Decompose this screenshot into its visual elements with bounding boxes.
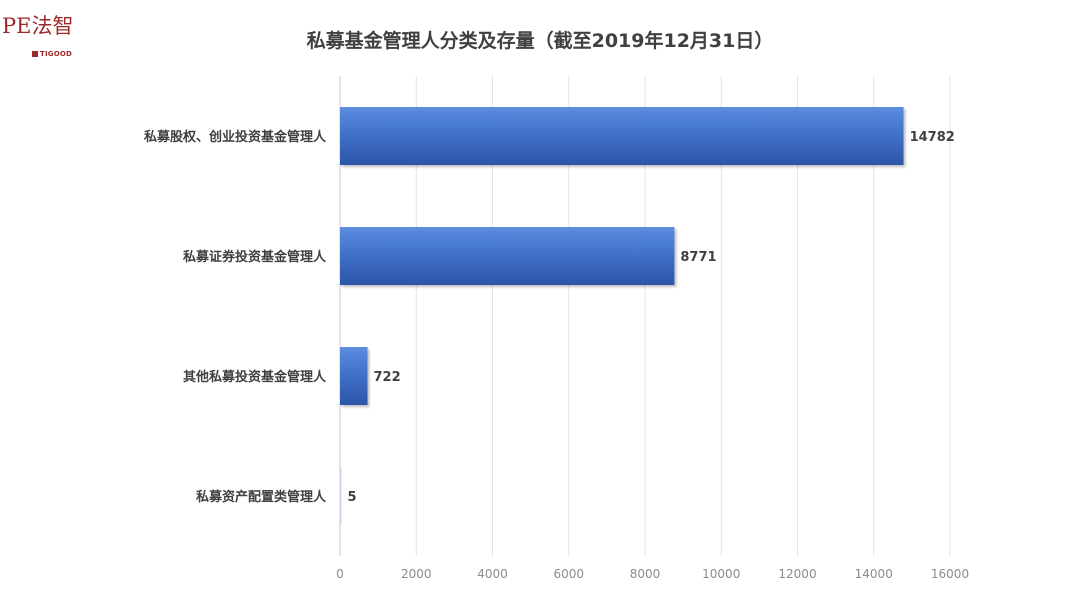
x-tick-label: 4000 [477, 567, 508, 581]
x-tick-label: 0 [336, 567, 344, 581]
category-label: 其他私募投资基金管理人 [183, 369, 327, 385]
x-tick-label: 14000 [855, 567, 893, 581]
category-label: 私募证券投资基金管理人 [183, 249, 327, 265]
labels: 0 2000 4000 6000 8000 10000 12000 14000 16000 私募股… [144, 129, 969, 581]
x-tick-label: 2000 [401, 567, 432, 581]
logo-sub-text: TIGOOD [32, 50, 72, 58]
bar [340, 347, 368, 405]
brand-logo: PE法智 TIGOOD [2, 14, 82, 64]
category-label: 私募股权、创业投资基金管理人 [144, 129, 327, 145]
logo-mark-icon [32, 51, 38, 57]
x-tick-label: 8000 [630, 567, 661, 581]
data-label: 722 [374, 370, 401, 385]
logo-main-text: PE法智 [2, 14, 74, 38]
chart-title: 私募基金管理人分类及存量（截至2019年12月31日） [306, 30, 774, 52]
data-label: 8771 [680, 250, 716, 265]
x-tick-label: 6000 [553, 567, 584, 581]
logo-sub-label: TIGOOD [40, 50, 73, 58]
data-label: 14782 [910, 130, 955, 145]
x-tick-label: 16000 [931, 567, 969, 581]
bars [340, 107, 904, 525]
bar [340, 467, 342, 525]
x-tick-label: 10000 [702, 567, 740, 581]
data-label: 5 [348, 490, 357, 505]
bar [340, 107, 904, 165]
bar [340, 227, 675, 285]
category-label: 私募资产配置类管理人 [196, 489, 327, 505]
x-tick-label: 12000 [778, 567, 816, 581]
